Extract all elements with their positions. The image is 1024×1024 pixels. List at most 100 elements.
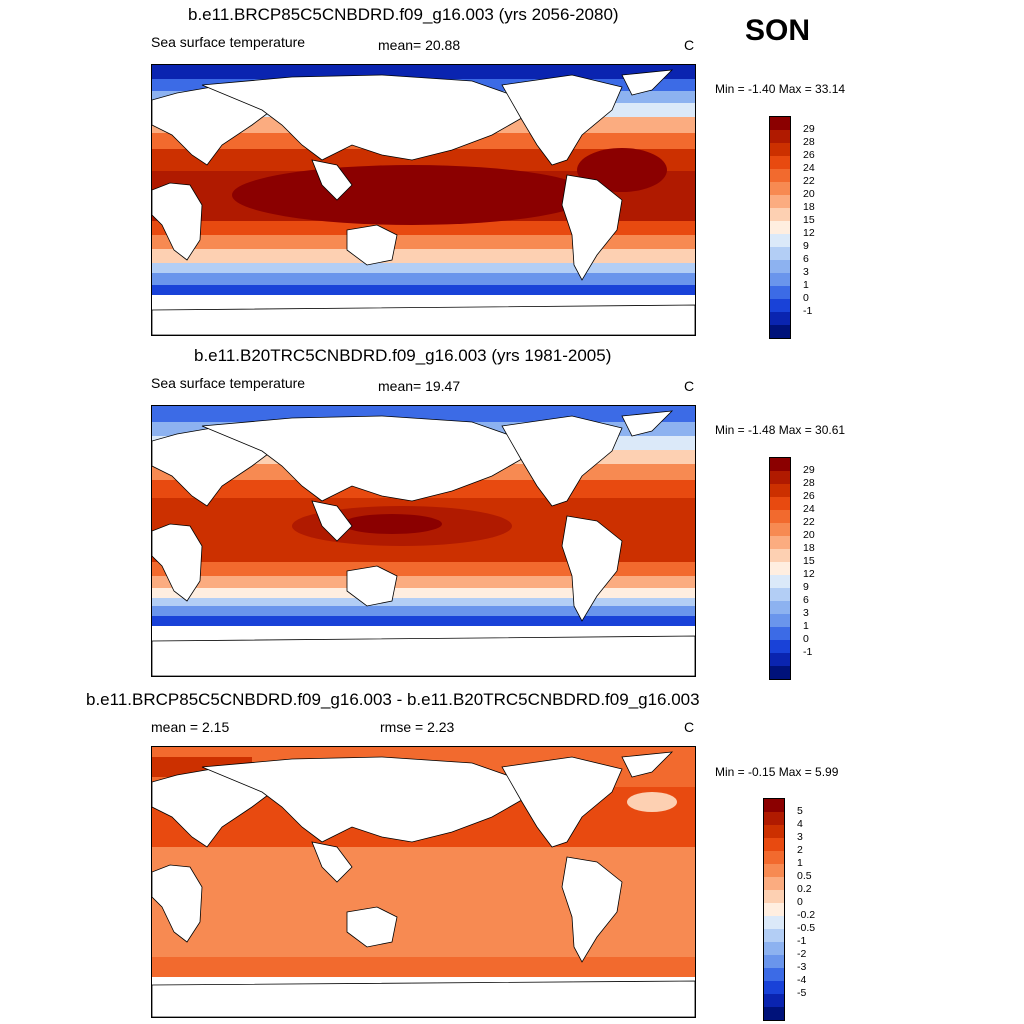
cbar-label: -1 bbox=[803, 305, 813, 317]
panel-1-title: b.e11.BRCP85C5CNBDRD.f09_g16.003 (yrs 20… bbox=[188, 5, 619, 24]
colorbar-swatch bbox=[770, 614, 790, 627]
colorbar-swatch bbox=[770, 575, 790, 588]
colorbar-swatch bbox=[770, 169, 790, 182]
colorbar-swatch bbox=[770, 536, 790, 549]
colorbar-swatch bbox=[770, 247, 790, 260]
panel-1-map-svg bbox=[152, 65, 695, 335]
colorbar-swatch bbox=[770, 588, 790, 601]
panel-2-map-svg bbox=[152, 406, 695, 676]
panel-2-mean: mean= 19.47 bbox=[378, 378, 461, 394]
panel-2-map bbox=[151, 405, 696, 677]
panel-3-colorbar: 5 4 3 2 1 0.5 0.2 0 -0.2 -0.5 -1 -2 -3 -… bbox=[763, 798, 815, 1021]
colorbar-swatch bbox=[770, 471, 790, 484]
colorbar-swatch bbox=[770, 195, 790, 208]
cbar-label: 0 bbox=[803, 633, 809, 645]
colorbar-swatch bbox=[764, 1007, 784, 1020]
colorbar-swatch bbox=[770, 286, 790, 299]
cbar-label: 15 bbox=[803, 214, 815, 226]
cbar-label: 22 bbox=[803, 516, 815, 528]
cbar-label: 9 bbox=[803, 240, 809, 252]
cbar-label: 6 bbox=[803, 253, 809, 265]
cbar-label: 3 bbox=[803, 266, 809, 278]
colorbar-swatch bbox=[770, 497, 790, 510]
colorbar-swatch bbox=[770, 130, 790, 143]
panel-1-mean: mean= 20.88 bbox=[378, 37, 461, 53]
cbar-label: 1 bbox=[803, 620, 809, 632]
cbar-label: 6 bbox=[803, 594, 809, 606]
colorbar-swatch bbox=[770, 562, 790, 575]
colorbar-swatch bbox=[764, 838, 784, 851]
colorbar-swatch bbox=[764, 864, 784, 877]
panel-2-minmax: Min = -1.48 Max = 30.61 bbox=[715, 423, 846, 437]
cbar-label: 0.5 bbox=[797, 870, 812, 882]
cbar-label: 5 bbox=[797, 805, 803, 817]
colorbar-swatch bbox=[764, 799, 784, 812]
colorbar-swatch bbox=[770, 523, 790, 536]
cbar-label: -1 bbox=[803, 646, 813, 658]
panel-2-colorbar-box bbox=[769, 457, 791, 680]
panel-2-units: C bbox=[684, 378, 695, 394]
colorbar-swatch bbox=[770, 458, 790, 471]
colorbar-swatch bbox=[770, 156, 790, 169]
colorbar-swatch bbox=[764, 851, 784, 864]
colorbar-swatch bbox=[770, 117, 790, 130]
colorbar-swatch bbox=[764, 877, 784, 890]
panel-3-units: C bbox=[684, 719, 695, 735]
cbar-label: 28 bbox=[803, 136, 815, 148]
cbar-label: 3 bbox=[803, 607, 809, 619]
colorbar-swatch bbox=[770, 221, 790, 234]
colorbar-swatch bbox=[770, 666, 790, 679]
cbar-label: 4 bbox=[797, 818, 803, 830]
cbar-label: 24 bbox=[803, 503, 815, 515]
cbar-label: 26 bbox=[803, 490, 815, 502]
colorbar-swatch bbox=[764, 929, 784, 942]
colorbar-swatch bbox=[764, 994, 784, 1007]
panel-3-colorbar-box bbox=[763, 798, 785, 1021]
colorbar-swatch bbox=[770, 627, 790, 640]
colorbar-swatch bbox=[770, 273, 790, 286]
cbar-label: 9 bbox=[803, 581, 809, 593]
colorbar-swatch bbox=[764, 981, 784, 994]
cbar-label: 29 bbox=[803, 464, 815, 476]
panel-2-colorbar: 29 28 26 24 22 20 18 15 12 9 6 3 1 0 -1 bbox=[769, 457, 815, 680]
panel-1-minmax: Min = -1.40 Max = 33.14 bbox=[715, 82, 846, 96]
colorbar-swatch bbox=[764, 955, 784, 968]
cbar-label: 28 bbox=[803, 477, 815, 489]
cbar-label: 15 bbox=[803, 555, 815, 567]
panel-3-title: b.e11.BRCP85C5CNBDRD.f09_g16.003 - b.e11… bbox=[86, 690, 700, 709]
panel-1-colorbar-box bbox=[769, 116, 791, 339]
colorbar-swatch bbox=[770, 325, 790, 338]
panel-3-rmse: rmse = 2.23 bbox=[380, 719, 455, 735]
cbar-label: 26 bbox=[803, 149, 815, 161]
cbar-label: 18 bbox=[803, 542, 815, 554]
panel-1-colorbar: 29 28 26 24 22 20 18 15 12 9 6 3 1 0 -1 bbox=[769, 116, 815, 339]
cbar-label: -5 bbox=[797, 987, 807, 999]
cbar-label: 1 bbox=[797, 857, 803, 869]
cbar-label: 1 bbox=[803, 279, 809, 291]
colorbar-swatch bbox=[770, 312, 790, 325]
cbar-label: 2 bbox=[797, 844, 803, 856]
panel-2-title: b.e11.B20TRC5CNBDRD.f09_g16.003 (yrs 198… bbox=[194, 346, 612, 365]
colorbar-swatch bbox=[764, 812, 784, 825]
panel-3-map-svg bbox=[152, 747, 695, 1017]
cbar-label: 18 bbox=[803, 201, 815, 213]
colorbar-swatch bbox=[764, 825, 784, 838]
cbar-label: -4 bbox=[797, 974, 807, 986]
colorbar-swatch bbox=[770, 260, 790, 273]
colorbar-swatch bbox=[764, 890, 784, 903]
panel-1-map bbox=[151, 64, 696, 336]
colorbar-swatch bbox=[770, 510, 790, 523]
cbar-label: -0.5 bbox=[797, 922, 816, 934]
colorbar-swatch bbox=[764, 903, 784, 916]
cbar-label: 20 bbox=[803, 529, 815, 541]
panel-1-units: C bbox=[684, 37, 695, 53]
colorbar-swatch bbox=[770, 653, 790, 666]
panel-1-variable-label: Sea surface temperature bbox=[151, 34, 306, 50]
colorbar-swatch bbox=[770, 484, 790, 497]
season-label: SON bbox=[745, 14, 811, 47]
cbar-label: 0.2 bbox=[797, 883, 812, 895]
colorbar-swatch bbox=[764, 942, 784, 955]
panel-3-minmax: Min = -0.15 Max = 5.99 bbox=[715, 765, 839, 779]
panel-3-mean: mean = 2.15 bbox=[151, 719, 230, 735]
colorbar-swatch bbox=[770, 234, 790, 247]
